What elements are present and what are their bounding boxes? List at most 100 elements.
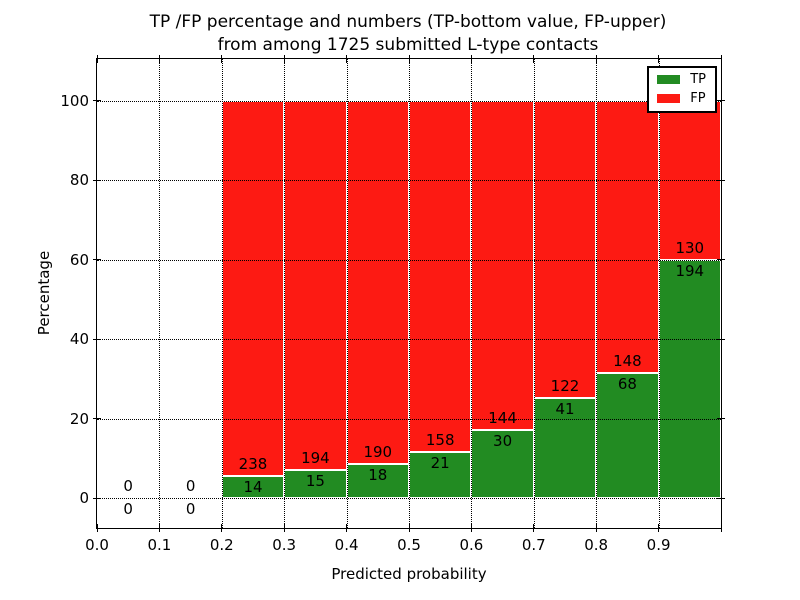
fp-count-label: 130	[675, 239, 705, 258]
y-tick-right	[717, 418, 725, 420]
tp-swatch-icon	[657, 75, 681, 84]
tp-count-label: 18	[368, 465, 388, 484]
y-tick-label: 60	[69, 250, 89, 269]
x-tick-bottom	[283, 524, 285, 532]
fp-count-label: 190	[363, 442, 393, 461]
tp-count-label: 14	[243, 478, 263, 497]
x-tick-label: 0.9	[646, 536, 671, 554]
fp-swatch-icon	[657, 94, 681, 103]
x-gridline	[221, 59, 223, 528]
legend-item-tp: TP	[657, 73, 706, 86]
x-axis-label: Predicted probability	[331, 565, 487, 583]
x-tick-top	[658, 55, 660, 63]
y-tick-left	[93, 259, 101, 261]
x-tick-label: 0.6	[459, 536, 484, 554]
x-tick-label: 0.3	[272, 536, 297, 554]
tp-bar	[346, 463, 409, 499]
x-gridline	[658, 59, 660, 528]
x-tick-top	[221, 55, 223, 63]
x-tick-top	[533, 55, 535, 63]
y-tick-left	[93, 497, 101, 499]
x-gridline	[533, 59, 535, 528]
y-gridline	[97, 339, 721, 341]
tp-count-label: 30	[493, 431, 513, 450]
x-tick-bottom	[96, 524, 98, 532]
x-tick-bottom	[408, 524, 410, 532]
y-tick-label: 80	[69, 171, 89, 190]
chart-title: TP /FP percentage and numbers (TP-bottom…	[96, 11, 720, 57]
x-tick-top	[720, 55, 722, 63]
y-tick-right	[717, 259, 725, 261]
x-tick-label: 0.1	[147, 536, 172, 554]
fp-bar	[471, 100, 534, 430]
fp-count-label: 194	[301, 448, 330, 467]
fp-bar	[533, 100, 597, 399]
x-tick-bottom	[720, 524, 722, 532]
y-gridline	[97, 180, 721, 182]
x-gridline	[596, 59, 598, 528]
tp-bar	[284, 469, 347, 499]
x-gridline	[471, 59, 473, 528]
legend-item-fp: FP	[657, 92, 706, 105]
x-tick-top	[470, 55, 472, 63]
x-tick-label: 0.0	[85, 536, 109, 554]
tp-count-label: 0	[185, 500, 196, 519]
fp-count-label: 122	[550, 377, 580, 396]
x-tick-top	[283, 55, 285, 63]
tp-count-label: 41	[555, 400, 575, 419]
x-tick-top	[96, 55, 98, 63]
x-tick-label: 0.5	[397, 536, 421, 554]
x-tick-top	[408, 55, 410, 63]
fp-bar	[221, 100, 285, 477]
y-tick-right	[717, 100, 725, 102]
tp-count-label: 21	[430, 453, 450, 472]
y-tick-right	[717, 179, 725, 181]
x-tick-bottom	[221, 524, 223, 532]
y-gridline	[97, 418, 721, 420]
tp-count-label: 15	[305, 471, 325, 490]
y-tick-label: 100	[60, 91, 89, 110]
tp-count-label: 194	[675, 262, 705, 281]
tp-count-label: 0	[123, 500, 133, 519]
y-tick-label: 20	[69, 409, 89, 428]
fp-count-label: 238	[238, 455, 268, 474]
chart-title-line2: from among 1725 submitted L-type contact…	[217, 35, 599, 55]
fp-bar	[284, 100, 347, 470]
x-tick-label: 0.8	[584, 536, 609, 554]
tp-legend-label: TP	[690, 72, 706, 87]
fp-bar	[346, 100, 409, 464]
x-tick-label: 0.4	[334, 536, 359, 554]
y-gridline	[97, 498, 721, 500]
y-gridline	[97, 100, 721, 102]
fp-bar	[409, 100, 472, 452]
x-tick-bottom	[533, 524, 535, 532]
fp-count-label: 144	[488, 408, 517, 427]
tp-bar	[658, 260, 721, 499]
x-tick-top	[595, 55, 597, 63]
chart-title-line1: TP /FP percentage and numbers (TP-bottom…	[149, 12, 667, 32]
y-gridline	[97, 259, 721, 261]
x-tick-bottom	[346, 524, 348, 532]
y-tick-left	[93, 418, 101, 420]
x-gridline	[284, 59, 286, 528]
legend: TP FP	[647, 66, 717, 113]
fp-count-label: 0	[185, 477, 196, 496]
y-tick-left	[93, 338, 101, 340]
y-tick-right	[717, 338, 725, 340]
y-tick-label: 0	[79, 489, 89, 508]
plot-area: TP FP Predicted probability Percentage 0…	[35, 55, 725, 583]
tp-bar	[409, 451, 472, 499]
x-tick-bottom	[658, 524, 660, 532]
x-tick-bottom	[158, 524, 160, 532]
x-gridline	[409, 59, 410, 528]
fp-count-label: 158	[425, 430, 455, 449]
fp-legend-label: FP	[690, 91, 706, 106]
x-gridline	[346, 59, 348, 528]
x-tick-bottom	[470, 524, 472, 532]
y-tick-left	[93, 179, 101, 181]
x-tick-top	[346, 55, 348, 63]
x-gridline	[159, 59, 161, 528]
y-tick-right	[717, 497, 725, 499]
tp-count-label: 68	[617, 375, 637, 394]
